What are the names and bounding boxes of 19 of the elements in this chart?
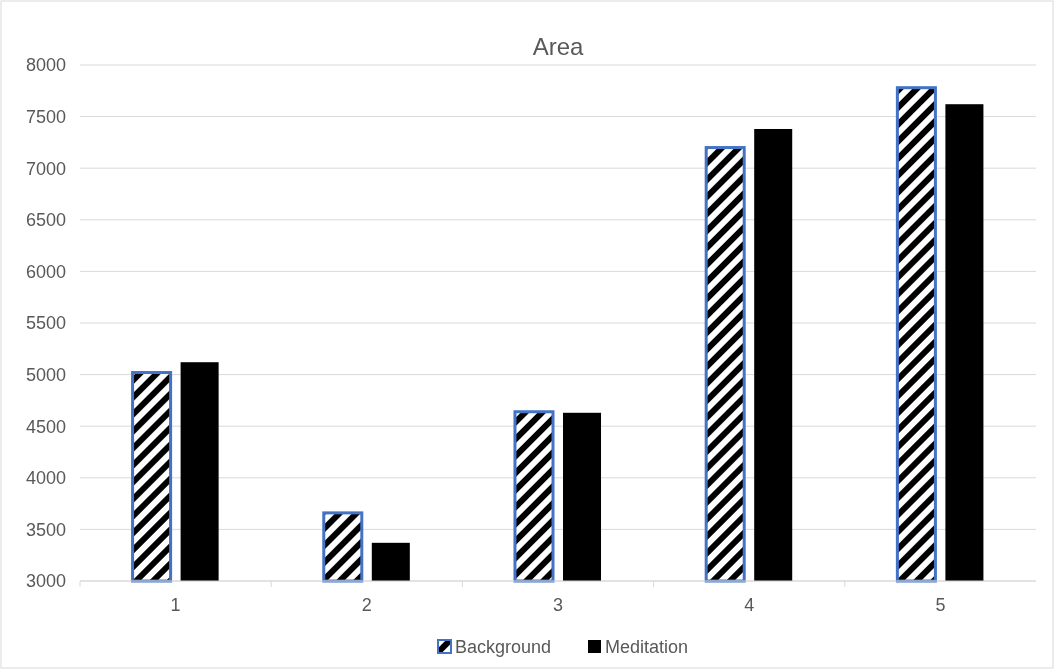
x-tick-label: 3 <box>552 595 564 615</box>
legend-label: Background <box>455 637 552 658</box>
y-tick-label: 4000 <box>25 468 66 489</box>
x-tick-label: 1 <box>170 595 181 615</box>
y-tick-label: 4500 <box>25 416 66 437</box>
x-tick-label: 5 <box>935 595 946 615</box>
x-tick-label: 2 <box>361 595 372 615</box>
y-tick-label: 7500 <box>25 106 66 127</box>
y-tick-label: 5500 <box>25 313 66 334</box>
chart-title: Area <box>532 33 584 60</box>
y-tick-label: 3500 <box>25 519 66 540</box>
y-tick-label: 3000 <box>25 571 66 592</box>
y-tick-label: 7000 <box>25 158 66 179</box>
y-tick-label: 6000 <box>25 261 66 282</box>
y-tick-label: 8000 <box>25 55 66 76</box>
legend-label: Meditation <box>605 637 689 658</box>
x-tick-label: 4 <box>744 595 755 615</box>
y-tick-label: 5000 <box>25 364 66 385</box>
y-tick-label: 6500 <box>25 210 66 231</box>
